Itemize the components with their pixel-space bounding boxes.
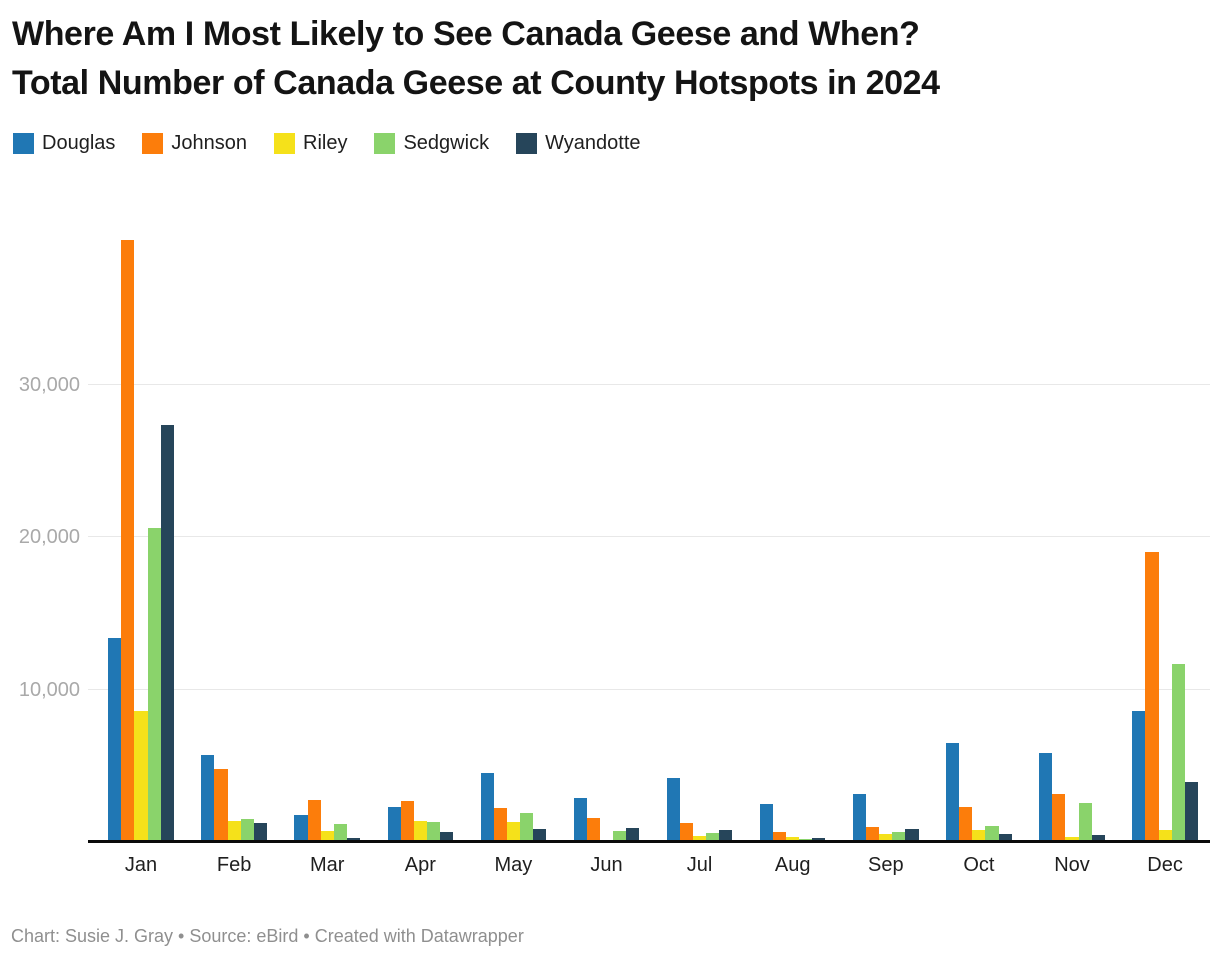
legend-item-johnson: Johnson	[142, 132, 247, 155]
chart-title: Where Am I Most Likely to See Canada Gee…	[12, 10, 940, 108]
bar-douglas-dec	[1132, 710, 1146, 842]
bar-wyandotte-jan	[160, 424, 174, 842]
bar-riley-mar	[320, 830, 334, 842]
x-axis-label-sep: Sep	[868, 854, 904, 876]
bar-douglas-sep	[853, 794, 867, 842]
legend-label-sedgwick: Sedgwick	[403, 132, 490, 154]
legend-swatch-johnson	[142, 133, 164, 154]
bar-sedgwick-jun	[613, 830, 627, 842]
bar-wyandotte-nov	[1091, 835, 1105, 842]
legend-item-wyandotte: Wyandotte	[516, 132, 641, 155]
bar-wyandotte-jul	[719, 829, 733, 842]
x-axis-label-jul: Jul	[686, 854, 713, 876]
bar-johnson-dec	[1145, 551, 1159, 842]
bar-douglas-jun	[573, 797, 587, 842]
x-axis-label-apr: Apr	[404, 854, 436, 876]
bar-riley-feb	[227, 820, 241, 842]
bar-douglas-may	[480, 772, 494, 842]
bar-riley-jan	[134, 710, 148, 842]
bar-wyandotte-oct	[998, 833, 1012, 842]
bar-riley-may	[506, 821, 520, 842]
bar-sedgwick-may	[519, 812, 534, 842]
gridline-10000	[88, 688, 1210, 690]
bar-douglas-mar	[294, 814, 308, 842]
bar-douglas-nov	[1039, 752, 1053, 842]
bar-riley-sep	[879, 834, 893, 842]
bar-sedgwick-sep	[892, 831, 906, 842]
legend-label-wyandotte: Wyandotte	[545, 132, 641, 154]
bar-johnson-apr	[400, 800, 414, 842]
bar-wyandotte-may	[533, 829, 547, 842]
bar-wyandotte-apr	[439, 831, 454, 842]
x-axis-label-jan: Jan	[124, 854, 158, 876]
legend-swatch-douglas	[13, 133, 34, 154]
chart-footer: Chart: Susie J. Gray • Source: eBird • C…	[11, 926, 524, 946]
x-axis-line	[88, 840, 1210, 843]
bar-douglas-jan	[108, 637, 122, 842]
bar-douglas-apr	[387, 807, 401, 842]
bar-sedgwick-jul	[706, 833, 720, 842]
bar-johnson-jun	[586, 818, 600, 842]
y-axis-tick-label: 20,000	[18, 526, 80, 548]
bar-sedgwick-mar	[333, 824, 347, 842]
legend-label-riley: Riley	[303, 132, 348, 154]
gridline-20000	[88, 536, 1210, 537]
x-axis-label-may: May	[494, 854, 533, 876]
bar-johnson-may	[493, 807, 507, 842]
legend-label-douglas: Douglas	[42, 132, 116, 154]
bar-douglas-feb	[201, 755, 215, 842]
bar-riley-apr	[413, 820, 427, 842]
bar-wyandotte-sep	[905, 828, 919, 842]
bar-wyandotte-mar	[346, 837, 360, 842]
chart-title-line2: Total Number of Canada Geese at County H…	[12, 64, 940, 102]
bar-wyandotte-jun	[626, 828, 640, 842]
x-axis-label-oct: Oct	[963, 854, 995, 876]
bar-douglas-aug	[759, 803, 774, 842]
bar-sedgwick-oct	[985, 825, 999, 842]
bar-johnson-jan	[121, 239, 135, 842]
legend-swatch-wyandotte	[516, 133, 538, 154]
y-axis-tick-label: 10,000	[18, 678, 80, 701]
bar-johnson-nov	[1052, 793, 1066, 842]
x-axis-label-nov: Nov	[1054, 854, 1090, 876]
bar-sedgwick-nov	[1078, 802, 1092, 842]
bar-sedgwick-feb	[240, 819, 254, 842]
bar-johnson-feb	[214, 768, 228, 842]
x-axis-label-feb: Feb	[216, 854, 252, 876]
bar-wyandotte-feb	[253, 823, 267, 842]
bar-johnson-aug	[773, 831, 787, 842]
bar-sedgwick-dec	[1171, 663, 1185, 842]
legend-item-sedgwick: Sedgwick	[374, 132, 489, 155]
bar-riley-nov	[1065, 836, 1079, 842]
bar-riley-aug	[786, 836, 800, 842]
x-axis-label-mar: Mar	[309, 854, 345, 876]
chart-title-line1: Where Am I Most Likely to See Canada Gee…	[12, 15, 920, 53]
x-axis-label-aug: Aug	[774, 854, 811, 876]
legend-swatch-sedgwick	[374, 133, 396, 154]
bar-johnson-mar	[307, 799, 321, 842]
bar-johnson-sep	[866, 826, 880, 842]
legend-label-johnson: Johnson	[171, 132, 248, 154]
legend-item-riley: Riley	[274, 132, 347, 155]
bar-riley-dec	[1158, 829, 1172, 842]
bar-douglas-jul	[666, 777, 680, 842]
legend-swatch-riley	[274, 133, 296, 154]
plot-area: 10,000 20,000 30,000 Jan Feb Mar Apr May Jun Jul A…	[19, 232, 1210, 876]
bar-johnson-oct	[959, 806, 973, 842]
bar-douglas-oct	[946, 743, 960, 842]
bar-sedgwick-apr	[426, 822, 440, 842]
bar-wyandotte-dec	[1184, 781, 1198, 842]
x-axis-label-jun: Jun	[590, 854, 623, 876]
x-axis-label-dec: Dec	[1147, 854, 1183, 876]
legend: Douglas Johnson Riley Sedgwick Wyandotte	[13, 132, 641, 155]
legend-item-douglas: Douglas	[13, 132, 115, 155]
gridline-30000	[88, 383, 1210, 385]
bar-johnson-jul	[679, 822, 694, 842]
y-axis-tick-label: 30,000	[18, 373, 80, 396]
bar-riley-jul	[693, 836, 707, 842]
bar-sedgwick-jan	[147, 527, 161, 842]
bar-riley-oct	[972, 829, 986, 842]
